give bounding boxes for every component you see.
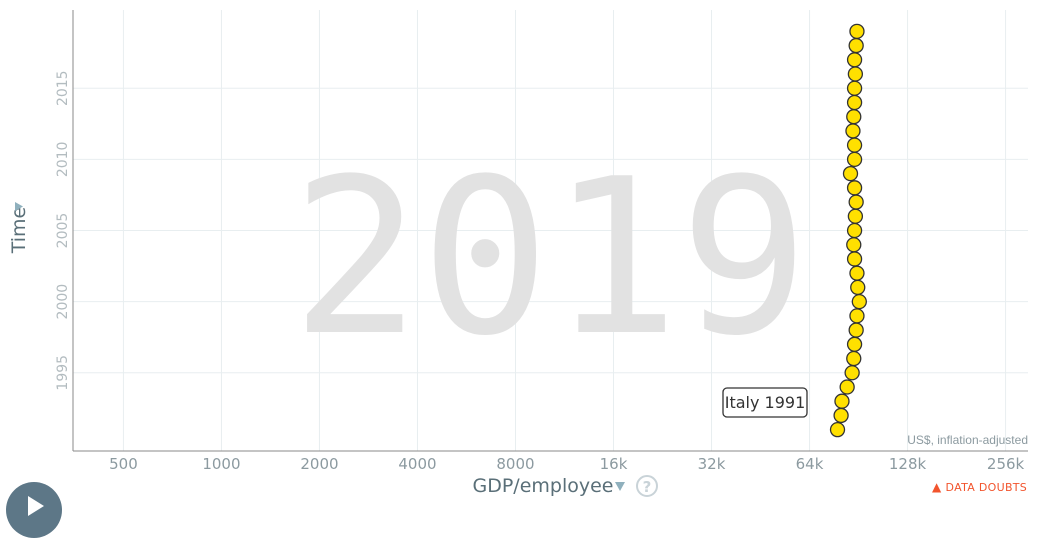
triangle-down-icon (615, 482, 625, 491)
y-axis-selector[interactable]: Time (8, 202, 30, 254)
data-point[interactable] (849, 265, 865, 281)
unit-note: US$, inflation-adjusted (907, 433, 1028, 447)
x-tick-label: 8000 (496, 455, 534, 473)
x-tick-label: 2000 (300, 455, 338, 473)
x-tick-label: 1000 (202, 455, 240, 473)
y-tick-label: 1995 (55, 355, 71, 391)
data-point[interactable] (848, 37, 864, 54)
x-axis-title: GDP/employee (473, 475, 614, 497)
data-point[interactable] (846, 80, 863, 96)
data-point[interactable] (839, 379, 855, 395)
warning-triangle-icon: ▲ (932, 480, 942, 494)
help-icon-glyph: ? (643, 478, 652, 496)
x-tick-label: 128k (889, 455, 927, 473)
data-points (829, 23, 867, 438)
data-point[interactable] (846, 94, 863, 111)
data-point[interactable] (851, 293, 867, 310)
data-point[interactable] (848, 194, 864, 210)
data-point[interactable] (847, 208, 864, 224)
gridlines (73, 10, 1028, 451)
y-tick-labels: 1995 2000 2005 2010 2015 (55, 70, 71, 390)
year-watermark: 2019 (291, 132, 809, 383)
data-point[interactable] (850, 279, 866, 296)
bubble-label[interactable]: Italy 1991 (722, 387, 808, 418)
data-point[interactable] (847, 66, 864, 82)
data-point[interactable] (846, 336, 863, 352)
x-tick-labels: 500 1000 2000 4000 8000 16k 32k 64k 128k 256k (109, 455, 1024, 473)
data-point[interactable] (842, 165, 859, 182)
data-point[interactable] (844, 365, 860, 381)
y-tick-label: 2015 (55, 70, 71, 106)
help-button[interactable]: ? (636, 475, 658, 497)
data-point[interactable] (848, 322, 864, 338)
data-point[interactable] (846, 137, 863, 153)
data-point[interactable] (846, 109, 862, 125)
x-tick-label: 64k (796, 455, 824, 473)
help-icon (636, 475, 658, 497)
x-axis-selector[interactable]: GDP/employee (473, 475, 626, 497)
data-point[interactable] (846, 151, 863, 168)
bubble-label-box (722, 387, 808, 418)
y-tick-label: 2010 (55, 142, 71, 178)
data-point[interactable] (846, 180, 863, 196)
data-point[interactable] (849, 308, 865, 324)
x-tick-label: 500 (109, 455, 138, 473)
y-tick-label: 2005 (55, 213, 71, 249)
data-point[interactable] (833, 407, 849, 424)
triangle-down-icon (15, 202, 23, 211)
data-point[interactable] (846, 52, 863, 68)
x-tick-label: 256k (987, 455, 1025, 473)
data-doubts-link[interactable]: ▲ DATA DOUBTS (932, 480, 1027, 494)
y-tick-label: 2000 (55, 284, 71, 320)
chart: 2019 500 1000 2000 4000 8000 16k 32k 64k 128k 256… (8, 10, 1028, 497)
data-point[interactable] (845, 123, 861, 139)
data-point[interactable] (834, 393, 850, 409)
x-tick-label: 4000 (398, 455, 436, 473)
data-doubts-label: DATA DOUBTS (945, 481, 1028, 494)
data-point[interactable] (846, 237, 862, 253)
data-point[interactable] (849, 23, 865, 39)
x-tick-label: 16k (600, 455, 628, 473)
y-axis-title: Time (8, 207, 30, 255)
bubble-label-text: Italy 1991 (725, 393, 806, 412)
data-point[interactable] (846, 350, 862, 367)
data-point[interactable] (846, 251, 863, 267)
play-button[interactable] (6, 482, 62, 538)
data-point[interactable] (846, 222, 863, 239)
play-icon (28, 496, 44, 516)
x-tick-label: 32k (698, 455, 726, 473)
data-point[interactable] (829, 422, 846, 438)
